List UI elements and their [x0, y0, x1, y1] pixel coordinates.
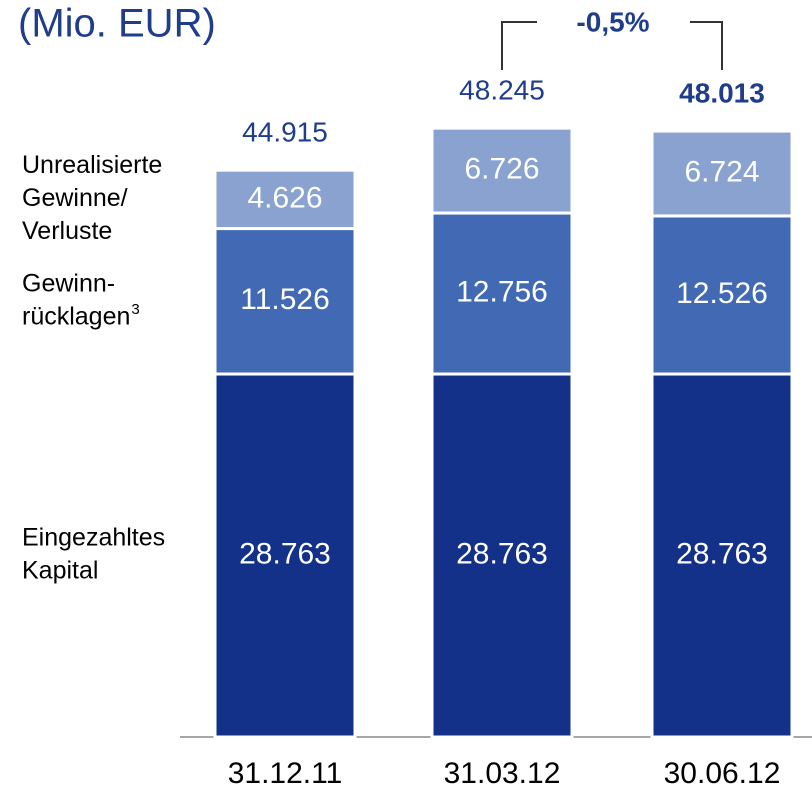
legend-label: Eingezahltes: [22, 524, 165, 552]
legend-label: rücklagen: [22, 302, 130, 330]
bracket-left: [501, 21, 537, 70]
bar-segment: [650, 372, 794, 739]
bracket-right: [690, 21, 723, 70]
bar-segment: [650, 129, 794, 218]
bar-segment: [213, 372, 357, 739]
legend-label: Unrealisierte: [22, 151, 162, 179]
bar-segment: [213, 227, 357, 376]
segment-label: 6.726: [464, 153, 539, 186]
legend-label: Kapital: [22, 557, 98, 585]
footnote-marker: 3: [131, 301, 139, 318]
chart-title: (Mio. EUR): [18, 2, 216, 46]
total-label: 48.013: [679, 77, 765, 108]
segment-label: 28.763: [239, 537, 331, 570]
legend-label: Verluste: [22, 217, 112, 245]
change-annotation: -0,5%: [576, 6, 649, 37]
segment-label: 4.626: [247, 181, 322, 214]
segment-label: 28.763: [456, 537, 548, 570]
bar-segment: [430, 126, 574, 215]
total-label: 44.915: [242, 117, 328, 148]
segment-label: 6.724: [684, 155, 759, 188]
legend-label: Gewinne/: [22, 184, 128, 212]
bar-segment: [430, 372, 574, 739]
segment-label: 28.763: [676, 537, 768, 570]
bar-segment: [213, 168, 357, 231]
segment-label: 12.756: [456, 275, 548, 308]
segment-label: 11.526: [240, 283, 330, 316]
x-tick-label: 31.03.12: [444, 757, 561, 790]
total-label: 48.245: [459, 75, 545, 106]
bar-segment: [430, 211, 574, 376]
bar-segment: [650, 214, 794, 376]
x-tick-label: 30.06.12: [664, 757, 781, 790]
legend-label: Gewinn-: [22, 269, 115, 297]
segment-label: 12.526: [676, 277, 768, 310]
x-tick-label: 31.12.11: [228, 757, 343, 790]
